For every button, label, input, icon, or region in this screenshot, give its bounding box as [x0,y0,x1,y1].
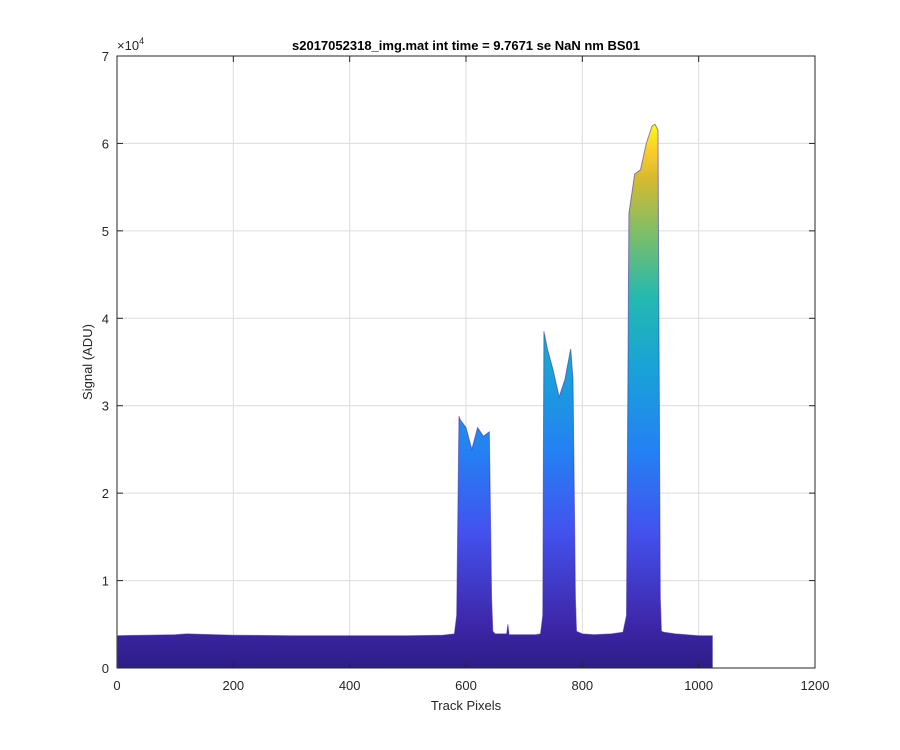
x-tick-label: 200 [222,678,244,693]
y-tick-label: 6 [102,136,109,151]
x-tick-label: 1000 [684,678,713,693]
x-tick-label: 1200 [801,678,830,693]
chart-title: s2017052318_img.mat int time = 9.7671 se… [292,38,640,53]
y-tick-label: 2 [102,486,109,501]
y-tick-label: 3 [102,399,109,414]
y-tick-labels: 0 1 2 3 4 5 6 7 [102,49,109,676]
y-exponent-base: ×10 [117,38,139,53]
y-tick-label: 4 [102,311,109,326]
y-tick-label: 1 [102,574,109,589]
y-tick-label: 5 [102,224,109,239]
x-tick-label: 0 [113,678,120,693]
y-tick-label: 7 [102,49,109,64]
x-tick-labels: 0 200 400 600 800 1000 1200 [113,678,829,693]
ticks [116,55,816,669]
signal-area [117,124,713,668]
x-tick-label: 400 [339,678,361,693]
y-tick-label: 0 [102,661,109,676]
y-exponent-power: 4 [139,36,144,46]
x-tick-label: 600 [455,678,477,693]
y-exponent-label: ×104 [117,36,144,53]
x-axis-label: Track Pixels [431,698,502,713]
signal-line [117,123,713,637]
y-axis-label: Signal (ADU) [80,324,95,400]
series-layer [117,123,713,668]
grid [117,56,815,668]
x-tick-label: 800 [571,678,593,693]
